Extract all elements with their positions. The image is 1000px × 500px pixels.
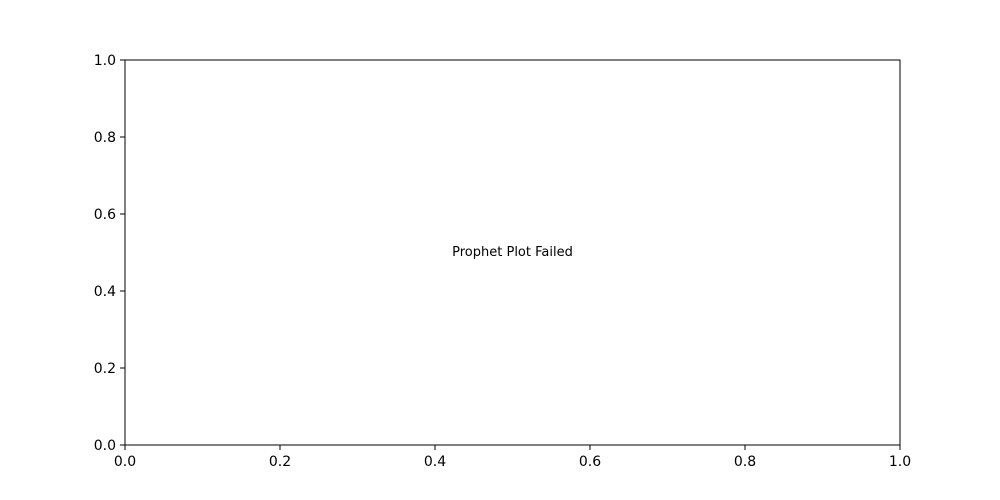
plot-area	[124, 59, 901, 446]
x-tick-label: 0.4	[424, 454, 446, 470]
y-tick-label: 0.4	[94, 284, 116, 300]
x-tick-label: 0.0	[114, 454, 136, 470]
x-tick-label: 0.2	[269, 454, 291, 470]
axes-frame	[124, 59, 901, 446]
x-axis: 0.0 0.2 0.4 0.6 0.8 1.0	[114, 445, 911, 470]
y-axis: 0.0 0.2 0.4 0.6 0.8 1.0	[94, 53, 125, 454]
y-tick-label: 1.0	[94, 53, 116, 69]
x-tick-label: 0.8	[734, 454, 756, 470]
x-tick-label: 1.0	[889, 454, 911, 470]
annotation-label: Prophet Plot Failed	[452, 245, 573, 260]
x-tick-label: 0.6	[579, 454, 601, 470]
y-tick-label: 0.0	[94, 438, 116, 454]
y-tick-label: 0.6	[94, 207, 116, 223]
y-tick-label: 0.2	[94, 361, 116, 377]
y-tick-label: 0.8	[94, 130, 116, 146]
